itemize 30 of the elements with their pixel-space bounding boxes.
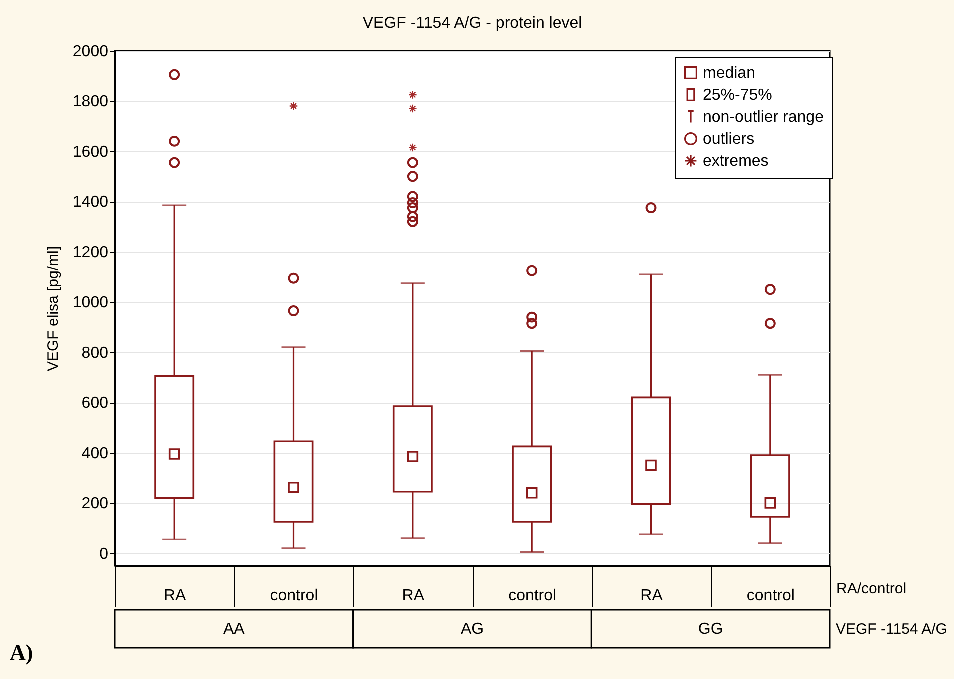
chart-title: VEGF -1154 A/G - protein level — [362, 15, 582, 32]
y-tick-label: 1800 — [72, 94, 109, 111]
y-tick-label: 1400 — [72, 194, 109, 212]
text: GG — [698, 621, 724, 638]
x-tick-label: RA — [640, 588, 664, 604]
x-tick-label: control — [746, 588, 795, 604]
x-tick-label: RA — [164, 588, 187, 604]
x-tick-label: control — [508, 588, 557, 604]
annotation: median — [703, 65, 756, 82]
text: extremes — [703, 153, 769, 170]
y-tick-label: 400 — [82, 445, 109, 462]
text: VEGF -1154 A/G — [836, 621, 948, 638]
text: AA — [223, 621, 246, 638]
annotation: non-outlier range — [703, 109, 824, 126]
y-axis-title: VEGF elisa [pg/ml] — [44, 246, 62, 372]
y-tick-label: 600 — [82, 395, 109, 412]
annotation: outliers — [703, 131, 755, 148]
y-tick-label: 800 — [82, 344, 109, 362]
y-tick-label: 1600 — [72, 144, 109, 161]
text: AG — [460, 621, 484, 638]
y-tick-label: 2000 — [72, 44, 109, 60]
x-tick-label: control — [270, 588, 318, 604]
y-tick-label: 200 — [82, 496, 109, 513]
x-tick-label: RA — [402, 588, 425, 604]
text: A) — [10, 640, 34, 666]
y-tick-label: 1000 — [72, 294, 109, 312]
annotation: 25%-75% — [703, 87, 772, 104]
y-tick-label: 0 — [100, 546, 109, 563]
y-tick-label: 1200 — [72, 244, 109, 262]
text: RA/control — [836, 580, 907, 598]
